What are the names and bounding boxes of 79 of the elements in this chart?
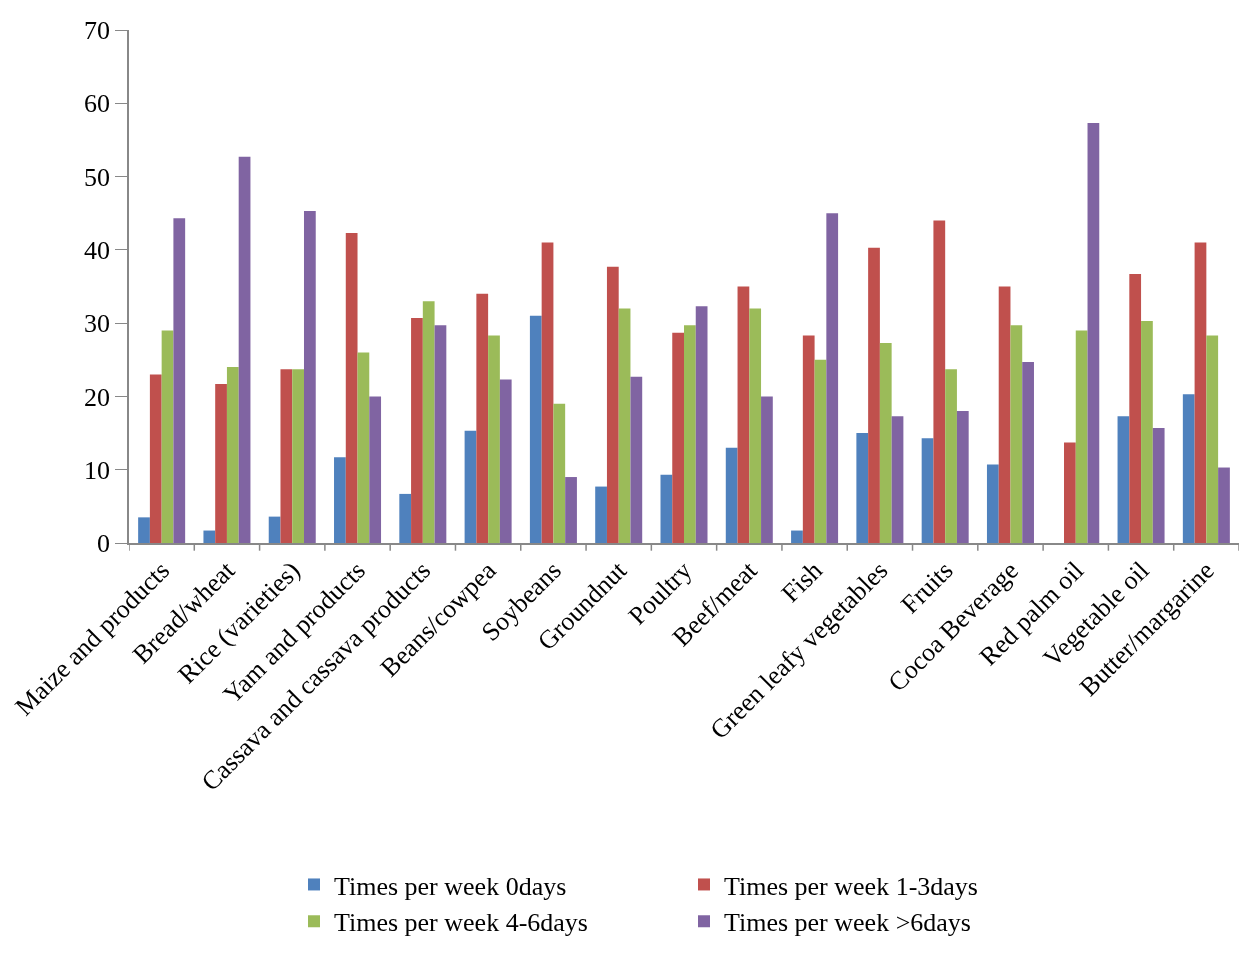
bar bbox=[856, 433, 869, 543]
bar bbox=[334, 457, 346, 543]
bar bbox=[618, 308, 631, 543]
legend-label: Times per week 0days bbox=[334, 871, 567, 901]
bar bbox=[280, 369, 293, 543]
bar bbox=[956, 411, 969, 543]
bar bbox=[791, 530, 803, 543]
bar bbox=[464, 430, 477, 543]
bar bbox=[292, 369, 304, 543]
bar bbox=[891, 416, 904, 543]
y-tick-label: 60 bbox=[84, 89, 111, 119]
y-tick-label: 50 bbox=[84, 162, 111, 192]
bar bbox=[565, 477, 577, 543]
bar bbox=[1075, 330, 1088, 543]
bar bbox=[684, 325, 696, 543]
legend-label: Times per week 1-3days bbox=[724, 871, 978, 901]
legend-label: Times per week >6days bbox=[724, 908, 971, 938]
bar bbox=[226, 367, 239, 543]
bar bbox=[595, 486, 607, 543]
bar bbox=[672, 332, 684, 543]
bar bbox=[1087, 123, 1100, 543]
y-tick-label: 0 bbox=[97, 529, 111, 559]
bar bbox=[553, 403, 566, 543]
bar bbox=[161, 330, 174, 543]
bar bbox=[1218, 467, 1230, 543]
bar bbox=[606, 266, 619, 543]
bar bbox=[138, 517, 150, 543]
bar bbox=[1129, 274, 1142, 543]
bar bbox=[149, 374, 162, 543]
y-tick-label: 40 bbox=[84, 235, 111, 265]
bar bbox=[1182, 394, 1195, 543]
bar bbox=[215, 383, 227, 543]
bar bbox=[1206, 335, 1219, 543]
bar bbox=[868, 247, 880, 543]
y-tick-label: 70 bbox=[84, 16, 111, 46]
y-tick-label: 30 bbox=[84, 309, 111, 339]
bar bbox=[1064, 442, 1076, 543]
bar bbox=[879, 342, 892, 543]
bar bbox=[173, 218, 186, 543]
bar bbox=[399, 493, 412, 543]
bar bbox=[933, 220, 946, 543]
bar bbox=[1141, 320, 1153, 543]
bar bbox=[1152, 427, 1165, 543]
bar bbox=[749, 308, 762, 543]
bar bbox=[630, 376, 643, 543]
bar bbox=[434, 325, 447, 543]
bar bbox=[826, 213, 839, 543]
bar bbox=[357, 352, 370, 543]
bar bbox=[499, 379, 512, 543]
bar bbox=[541, 242, 554, 543]
y-tick-label: 10 bbox=[84, 455, 111, 485]
bar bbox=[1022, 361, 1034, 543]
bar bbox=[476, 293, 489, 543]
y-tick-label: 20 bbox=[84, 382, 111, 412]
bar bbox=[345, 233, 358, 543]
bar bbox=[921, 438, 934, 543]
bar bbox=[1117, 416, 1130, 543]
bar bbox=[660, 474, 673, 543]
bar bbox=[422, 301, 435, 543]
bar bbox=[303, 211, 316, 543]
bar bbox=[238, 156, 251, 543]
bar bbox=[369, 396, 382, 543]
bar bbox=[529, 315, 542, 543]
bar bbox=[945, 369, 957, 543]
legend-label: Times per week 4-6days bbox=[334, 908, 588, 938]
bar bbox=[737, 286, 750, 543]
bar bbox=[998, 286, 1011, 543]
bar bbox=[1194, 242, 1207, 543]
bar bbox=[761, 396, 773, 543]
bar bbox=[695, 306, 708, 543]
bar bbox=[203, 530, 216, 543]
bar bbox=[411, 318, 423, 543]
bar bbox=[1010, 325, 1023, 543]
bar bbox=[268, 516, 281, 543]
bar bbox=[802, 335, 815, 543]
bar bbox=[814, 359, 827, 543]
bar bbox=[986, 464, 999, 543]
bar bbox=[725, 447, 738, 543]
bar bbox=[488, 335, 500, 543]
